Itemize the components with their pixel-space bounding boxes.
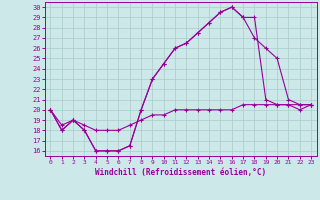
X-axis label: Windchill (Refroidissement éolien,°C): Windchill (Refroidissement éolien,°C) (95, 168, 266, 177)
